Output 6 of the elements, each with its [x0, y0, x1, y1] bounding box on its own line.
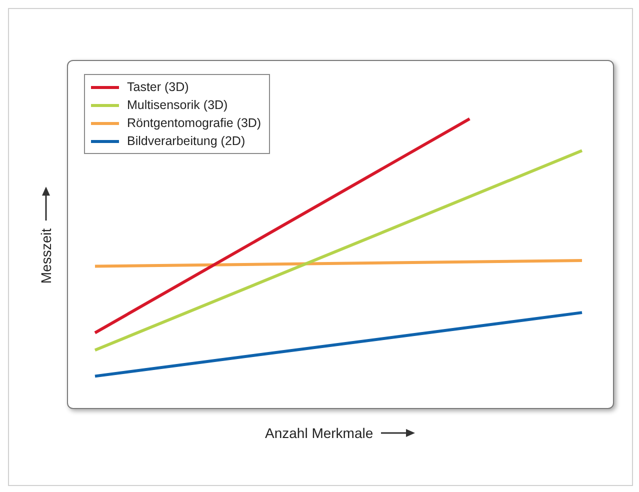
legend-label: Taster (3D) — [127, 79, 189, 96]
y-axis-title: Messzeit — [38, 228, 54, 284]
legend-label: Röntgentomografie (3D) — [127, 115, 262, 132]
x-axis-title: Anzahl Merkmale — [265, 425, 374, 441]
legend-label: Multisensorik (3D) — [127, 97, 228, 114]
legend-label: Bildverarbeitung (2D) — [127, 133, 246, 150]
